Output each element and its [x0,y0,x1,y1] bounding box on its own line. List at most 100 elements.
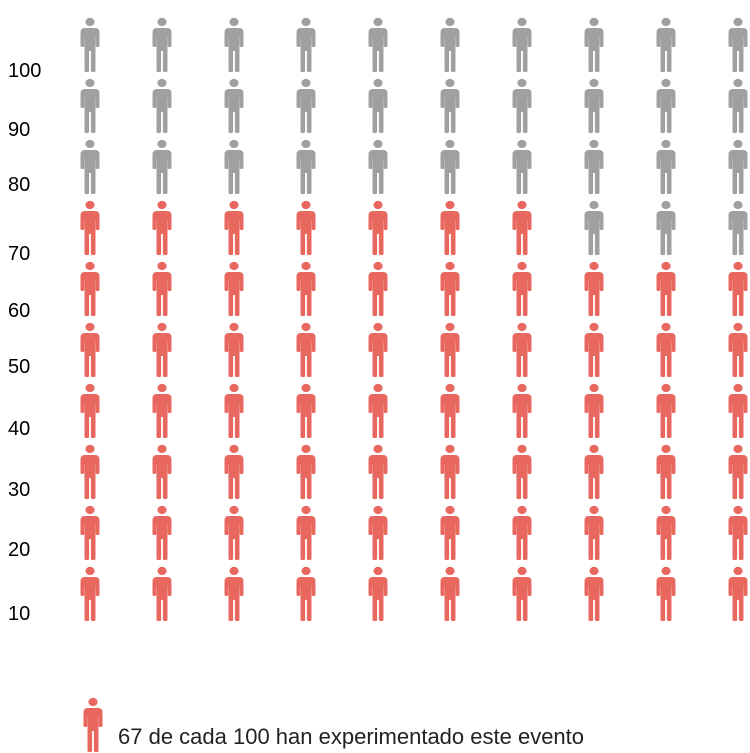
person-icon [224,78,244,133]
person-icon [224,17,244,72]
person-icon [368,17,388,72]
person-icon-highlighted [368,261,388,316]
person-icon-highlighted [152,261,172,316]
person-icon [80,78,100,133]
person-icon [152,78,172,133]
person-icon [80,139,100,194]
person-icon-highlighted [512,505,532,560]
person-icon-highlighted [152,444,172,499]
y-tick-label: 80 [8,174,30,196]
person-icon-highlighted [656,383,676,438]
person-icon [368,139,388,194]
person-icon-highlighted [656,505,676,560]
person-icon [296,139,316,194]
person-icon [512,78,532,133]
y-tick-label: 90 [8,119,30,141]
legend-person-icon [83,697,103,752]
person-icon [656,78,676,133]
person-icon-highlighted [440,383,460,438]
person-icon [584,17,604,72]
person-icon-highlighted [368,566,388,621]
person-icon-highlighted [224,566,244,621]
person-icon [656,139,676,194]
y-tick-label: 30 [8,479,30,501]
person-icon-highlighted [440,566,460,621]
person-icon-highlighted [368,505,388,560]
person-icon-highlighted [656,444,676,499]
person-icon-highlighted [512,383,532,438]
person-icon-highlighted [512,261,532,316]
person-icon-highlighted [296,444,316,499]
person-icon-highlighted [224,200,244,255]
person-icon-highlighted [656,566,676,621]
person-icon-highlighted [728,444,748,499]
person-icon-highlighted [368,322,388,377]
person-icon-highlighted [584,566,604,621]
person-icon-highlighted [584,261,604,316]
person-icon-highlighted [368,383,388,438]
legend-text: 67 de cada 100 han experimentado este ev… [118,724,585,749]
y-tick-label: 50 [8,356,30,378]
person-icon-highlighted [512,200,532,255]
person-icon-highlighted [224,444,244,499]
person-icon-highlighted [224,505,244,560]
y-tick-label: 100 [8,60,41,82]
y-tick-label: 10 [8,603,30,625]
person-icon-highlighted [440,322,460,377]
y-tick-label: 60 [8,300,30,322]
y-axis-ticks: 10 20 30 40 50 60 70 80 90 100 [8,60,41,625]
person-icon [440,17,460,72]
person-icon-highlighted [80,322,100,377]
person-icon-highlighted [152,383,172,438]
person-icon-highlighted [656,261,676,316]
person-icon-highlighted [80,505,100,560]
person-icon-highlighted [80,261,100,316]
person-icon-highlighted [512,444,532,499]
person-icon-highlighted [80,383,100,438]
person-icon-highlighted [440,505,460,560]
person-icon-highlighted [224,261,244,316]
person-icon-highlighted [296,322,316,377]
person-icon-highlighted [728,566,748,621]
person-icon-highlighted [80,200,100,255]
person-icon [152,139,172,194]
person-icon [728,78,748,133]
person-icon [440,139,460,194]
person-icon [296,78,316,133]
y-tick-label: 40 [8,418,30,440]
person-icon-highlighted [512,566,532,621]
person-icon [728,200,748,255]
person-icon-highlighted [728,322,748,377]
person-icon [584,139,604,194]
person-icon-highlighted [224,322,244,377]
person-icon-highlighted [296,200,316,255]
person-icon-highlighted [296,261,316,316]
person-icon-highlighted [584,505,604,560]
person-icon [440,78,460,133]
person-icon-highlighted [440,261,460,316]
person-icon [224,139,244,194]
person-icon-highlighted [584,444,604,499]
person-icon [512,139,532,194]
person-icon [584,200,604,255]
person-icon [656,200,676,255]
person-icon-highlighted [440,444,460,499]
person-icon-highlighted [80,444,100,499]
person-icon-highlighted [296,566,316,621]
icon-grid [80,17,748,621]
person-icon-highlighted [656,322,676,377]
person-icon [728,139,748,194]
person-icon [584,78,604,133]
person-icon-highlighted [728,505,748,560]
person-icon-highlighted [368,444,388,499]
person-icon-highlighted [152,200,172,255]
person-icon [80,17,100,72]
person-icon-highlighted [728,383,748,438]
person-icon-highlighted [512,322,532,377]
pictograph-chart: 10 20 30 40 50 60 70 80 90 100 [8,17,748,625]
person-icon-highlighted [728,261,748,316]
person-icon [512,17,532,72]
y-tick-label: 70 [8,243,30,265]
person-icon [296,17,316,72]
person-icon-highlighted [80,566,100,621]
